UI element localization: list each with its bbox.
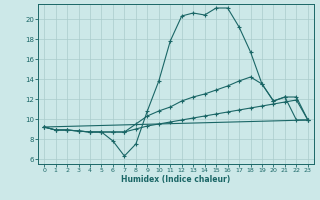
X-axis label: Humidex (Indice chaleur): Humidex (Indice chaleur): [121, 175, 231, 184]
